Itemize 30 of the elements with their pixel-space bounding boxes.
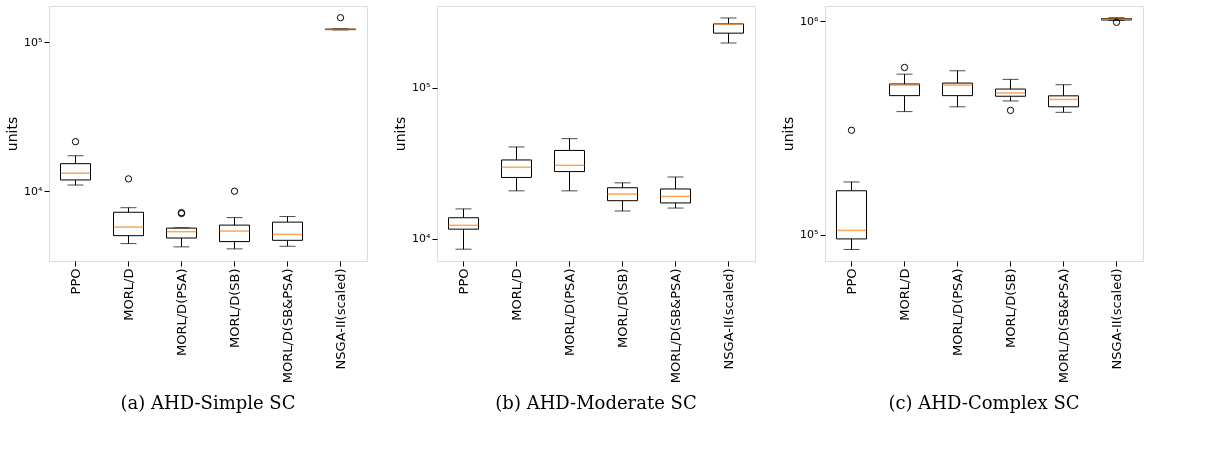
- x-tick-label: NSGA-II(scaled): [720, 268, 736, 370]
- x-tick-label: MORL/D(SB): [1002, 268, 1018, 348]
- x-tick-label: MORL/D: [508, 268, 524, 321]
- x-tick-label: MORL/D(SB&PSA): [667, 268, 683, 384]
- y-tick-label: 10⁶: [800, 14, 820, 28]
- y-axis-title: units: [392, 116, 409, 152]
- x-tick-label: MORL/D: [896, 268, 912, 321]
- x-tick-label: MORL/D(PSA): [561, 268, 577, 356]
- x-tick-label: MORL/D(SB&PSA): [279, 268, 295, 384]
- x-tick-label: MORL/D(SB&PSA): [1055, 268, 1071, 384]
- text: (c) AHD-Complex SC: [888, 391, 1080, 413]
- y-tick-label: 10⁵: [800, 228, 819, 242]
- text: (a) AHD-Simple SC: [120, 391, 296, 413]
- x-tick-label: NSGA-II(scaled): [332, 268, 348, 370]
- x-tick-label: MORL/D(SB): [226, 268, 242, 348]
- x-tick-label: MORL/D(SB): [614, 268, 630, 348]
- x-tick-label: MORL/D: [120, 268, 136, 321]
- x-tick-label: PPO: [455, 268, 471, 295]
- y-tick-label: 10⁴: [24, 184, 44, 198]
- x-tick-label: PPO: [843, 268, 859, 295]
- x-tick-label: NSGA-II(scaled): [1108, 268, 1124, 370]
- x-tick-label: MORL/D(PSA): [173, 268, 189, 356]
- y-tick-label: 10⁴: [412, 232, 432, 246]
- y-axis-title: units: [4, 116, 21, 152]
- text: (b) AHD-Moderate SC: [495, 391, 697, 413]
- y-tick-label: 10⁵: [24, 35, 43, 49]
- y-axis-title: units: [780, 116, 797, 152]
- x-tick-label: MORL/D(PSA): [949, 268, 965, 356]
- y-tick-label: 10⁵: [412, 81, 431, 95]
- x-tick-label: PPO: [67, 268, 83, 295]
